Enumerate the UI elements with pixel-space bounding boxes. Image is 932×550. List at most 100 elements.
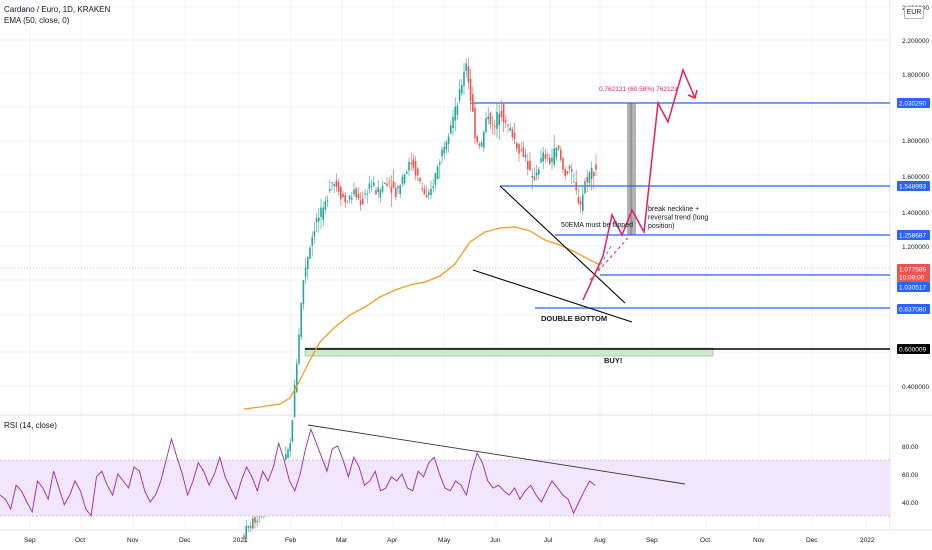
candle-body xyxy=(436,166,439,180)
candle-body xyxy=(463,71,465,86)
candle-body xyxy=(293,384,296,417)
candle-body xyxy=(355,188,357,198)
candle-body xyxy=(434,173,437,185)
candle-body xyxy=(309,247,311,259)
candle-body xyxy=(553,148,555,165)
candle-body xyxy=(573,181,575,183)
candle-body xyxy=(337,181,340,192)
candle-body xyxy=(575,182,577,191)
candle-body xyxy=(542,152,544,162)
candle-body xyxy=(568,165,571,169)
rsi-tick-label: 80.00 xyxy=(902,444,919,451)
candle-body xyxy=(344,195,346,203)
candle-body xyxy=(579,201,582,205)
price-badge-text: 0.837080 xyxy=(899,307,926,314)
candle-body xyxy=(562,158,564,170)
x-tick-label: Oct xyxy=(700,537,710,544)
candle-body xyxy=(403,174,406,184)
candle-body xyxy=(342,193,344,198)
candle-body xyxy=(582,194,584,211)
neckline-note: break neckline + xyxy=(648,206,699,213)
candle-body xyxy=(432,186,434,188)
candle-body xyxy=(498,113,500,126)
candle-body xyxy=(549,157,551,164)
candle-body xyxy=(421,188,423,190)
x-tick-label: Oct xyxy=(75,537,85,544)
candle-body xyxy=(502,104,505,123)
price-badge xyxy=(897,272,930,282)
candle-body xyxy=(509,127,511,131)
candle-body xyxy=(291,420,294,442)
buy-zone xyxy=(304,347,714,357)
candle-body xyxy=(304,267,307,277)
y-tick-label: 1.800000 xyxy=(902,72,929,79)
candle-body xyxy=(412,159,415,168)
candles-group xyxy=(243,57,597,543)
candle-body xyxy=(388,181,390,183)
candle-body xyxy=(370,185,373,187)
candle-body xyxy=(430,188,432,195)
candle-body xyxy=(324,200,327,210)
candle-body xyxy=(516,142,518,149)
candle-body xyxy=(566,171,569,174)
candle-body xyxy=(447,136,450,144)
price-badge-text: 1.548993 xyxy=(899,184,926,191)
candle-body xyxy=(529,160,531,171)
ema50-line xyxy=(243,226,601,410)
x-tick-label: Nov xyxy=(127,537,139,544)
y-tick-label: 1.600000 xyxy=(902,174,929,181)
candle-body xyxy=(414,161,417,176)
candle-body xyxy=(298,334,300,364)
candle-body xyxy=(520,149,522,151)
candle-body xyxy=(544,154,547,160)
candle-body xyxy=(366,193,368,195)
candle-body xyxy=(395,187,397,198)
candle-body xyxy=(485,118,487,132)
candle-body xyxy=(443,146,445,154)
candle-body xyxy=(500,111,503,118)
candle-body xyxy=(467,66,470,83)
candle-body xyxy=(474,107,476,139)
neckline-note: reversal trend (long xyxy=(648,215,708,222)
target-measure-box xyxy=(627,103,636,235)
candle-body xyxy=(469,79,472,101)
x-tick-label: Apr xyxy=(387,537,398,544)
candle-body xyxy=(483,132,485,148)
price-badge-text: 2.030290 xyxy=(899,101,926,108)
candle-body xyxy=(399,185,401,194)
candle-body xyxy=(439,162,441,165)
candle-body xyxy=(368,183,371,189)
wedge-upper-line xyxy=(499,185,626,304)
candle-body xyxy=(478,143,481,146)
price-badge-text: 1.258687 xyxy=(899,233,926,240)
chart-legend: Cardano / Euro, 1D, KRAKEN EMA (50, clos… xyxy=(4,4,110,26)
candle-body xyxy=(313,231,316,237)
rsi-tick-label: 40.00 xyxy=(902,500,919,507)
buy-label: BUY! xyxy=(604,356,622,365)
y-tick-label: 1.400000 xyxy=(902,210,929,217)
candle-body xyxy=(331,181,333,184)
candle-body xyxy=(346,202,349,204)
price-badge-text: 1.077589 xyxy=(899,267,926,274)
candle-body xyxy=(489,112,492,125)
rsi-divergence-line xyxy=(307,424,686,485)
candle-body xyxy=(318,217,320,222)
candle-body xyxy=(252,518,254,529)
candle-body xyxy=(557,145,560,149)
candle-body xyxy=(472,94,474,112)
price-badge xyxy=(897,230,930,240)
candle-body xyxy=(593,172,595,177)
candle-body xyxy=(311,237,313,247)
x-tick-label: May xyxy=(438,537,451,544)
candle-body xyxy=(577,196,580,203)
candle-body xyxy=(560,149,562,160)
currency-badge[interactable]: EUR xyxy=(904,6,924,19)
candle-body xyxy=(364,193,366,195)
x-tick-label: Sep xyxy=(24,537,36,544)
candle-body xyxy=(397,186,399,189)
candle-body xyxy=(243,535,245,538)
candle-body xyxy=(289,443,291,451)
candle-body xyxy=(423,188,426,195)
candle-body xyxy=(546,155,549,156)
